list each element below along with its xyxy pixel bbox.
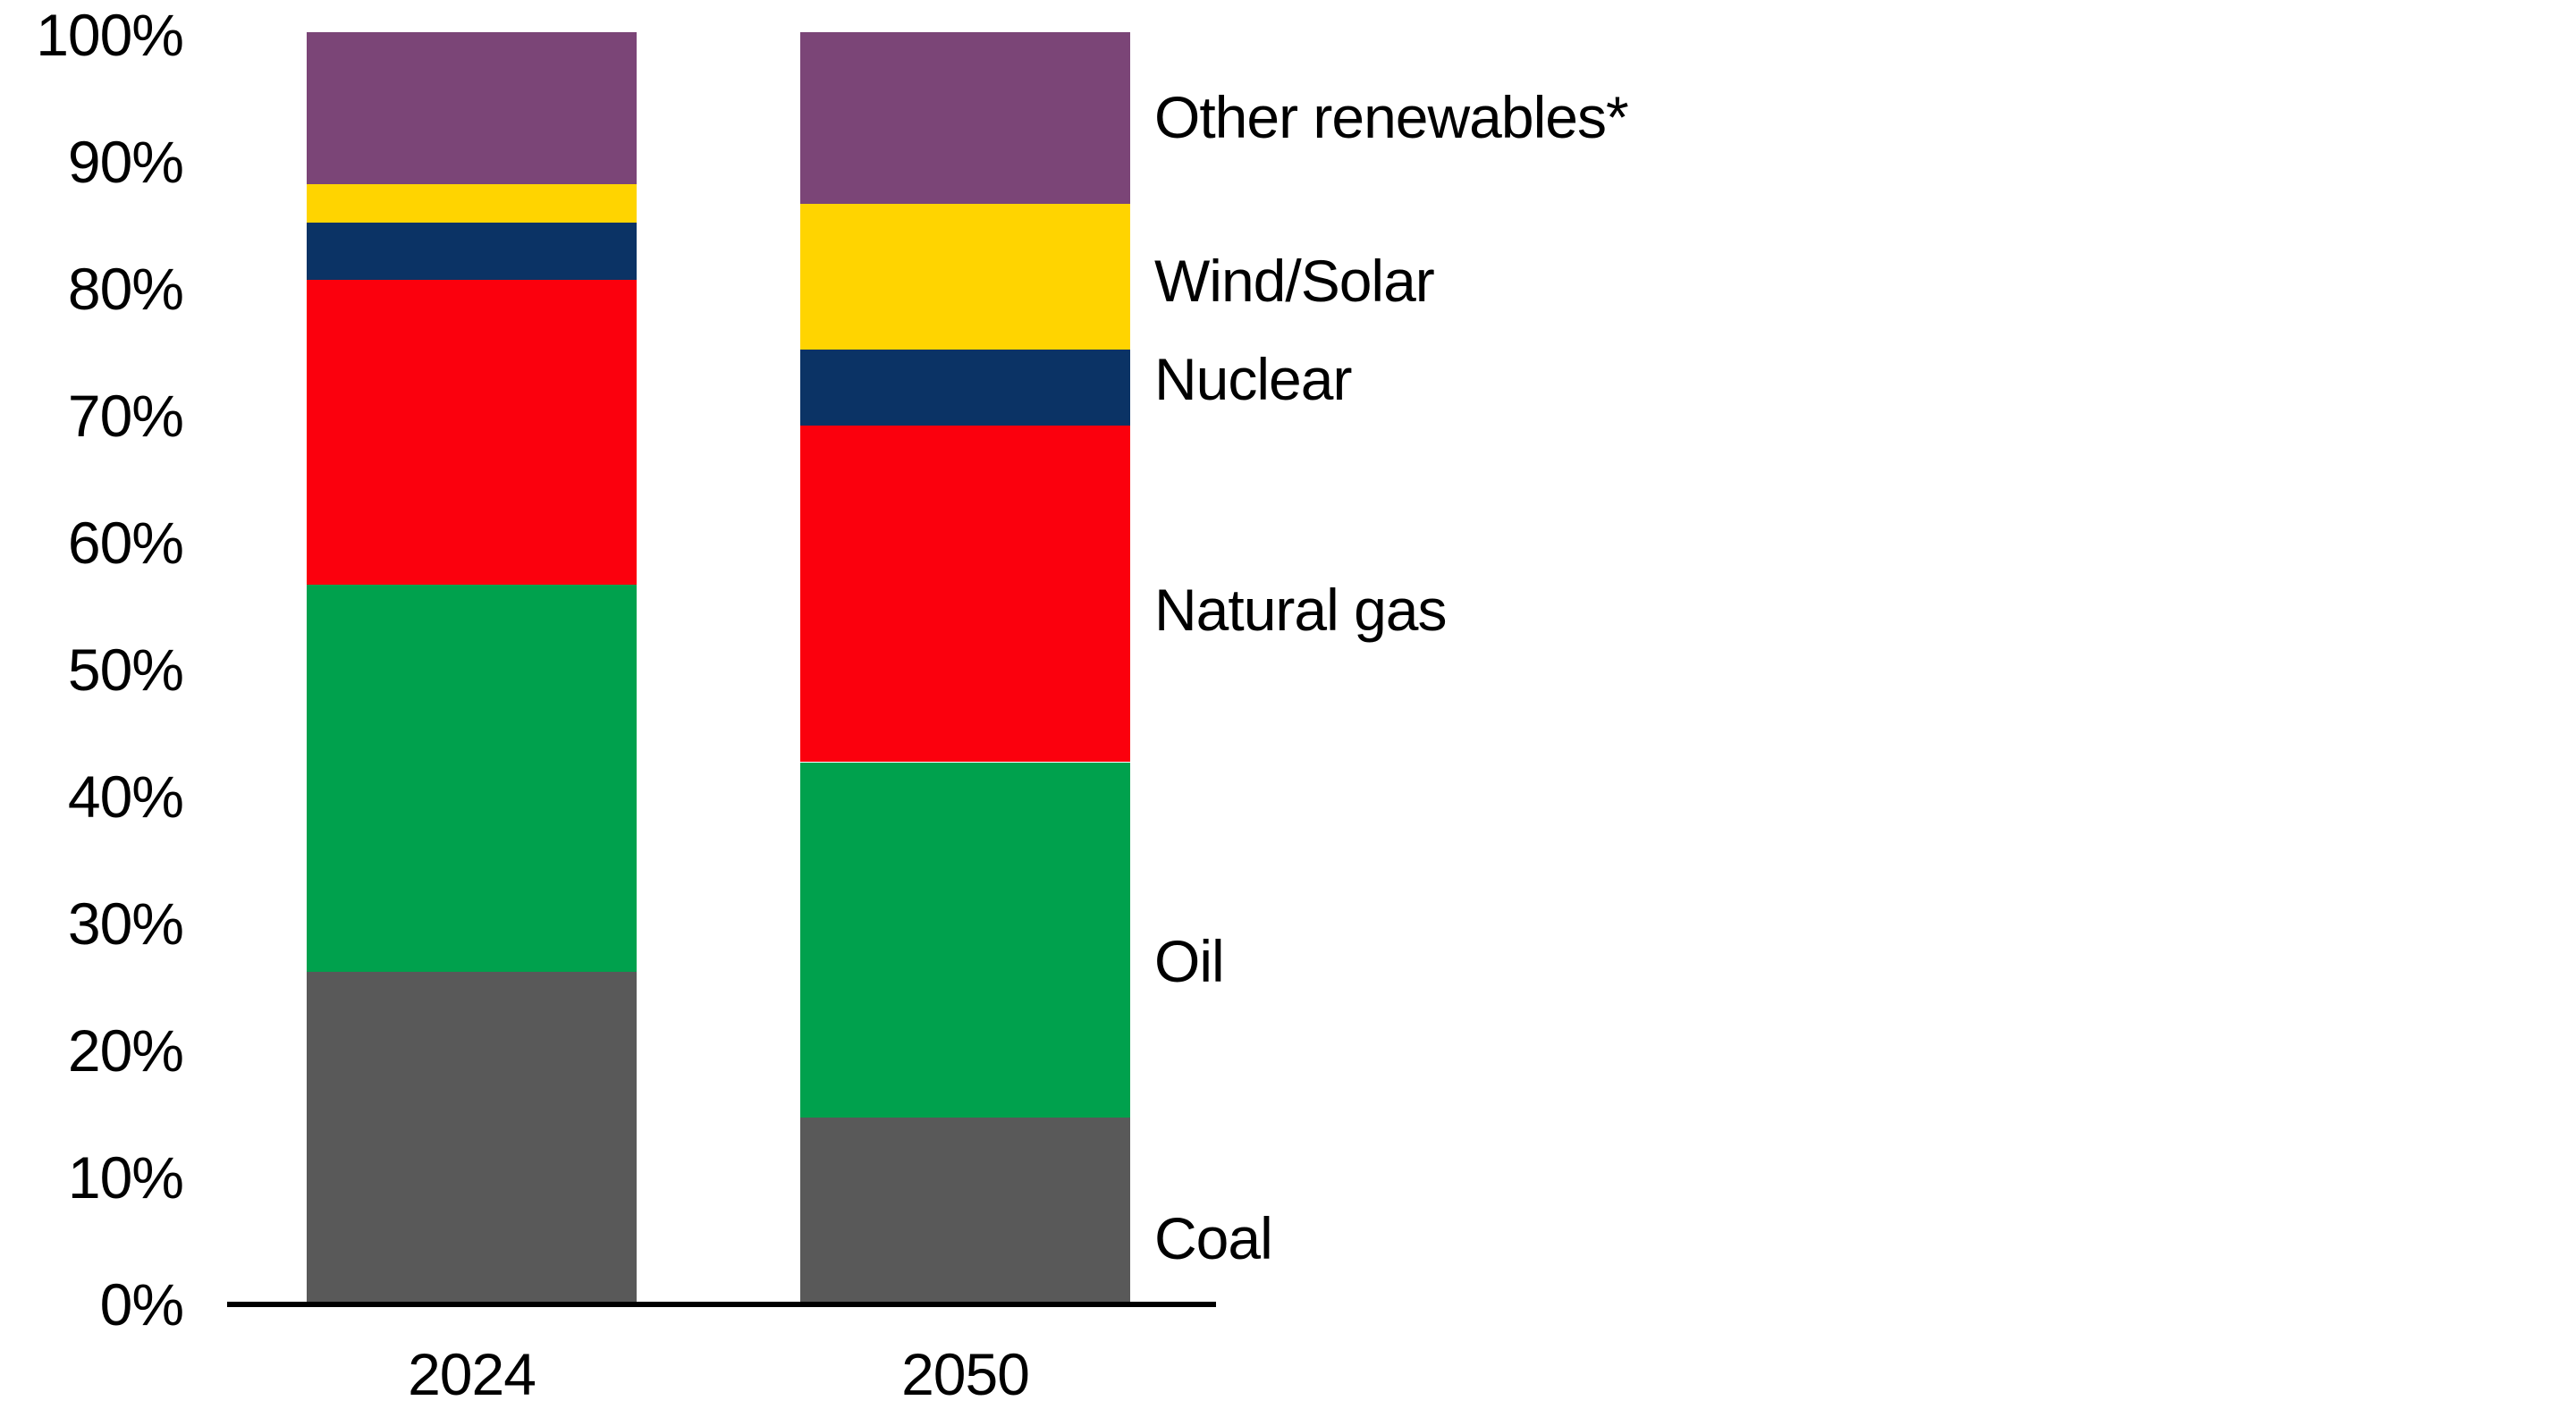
legend-label-natural-gas: Natural gas	[1154, 577, 1448, 644]
bar-2050-segment-coal	[800, 1118, 1130, 1302]
y-tick-label-20: 20%	[67, 1017, 184, 1084]
legend-label-coal: Coal	[1154, 1205, 1273, 1271]
y-tick-label-80: 80%	[67, 256, 184, 322]
bar-2024-segment-other-renewables	[307, 32, 637, 185]
bar-2024-segment-natural-gas	[307, 279, 637, 585]
y-tick-label-70: 70%	[67, 383, 184, 449]
x-axis-label-2024: 2024	[408, 1341, 536, 1407]
bar-2024-segment-nuclear	[307, 223, 637, 280]
bar-2024-segment-coal	[307, 971, 637, 1302]
y-tick-label-30: 30%	[67, 890, 184, 957]
y-tick-label-60: 60%	[67, 510, 184, 576]
x-axis-label-2050: 2050	[901, 1341, 1030, 1407]
y-tick-label-10: 10%	[67, 1144, 184, 1211]
bar-2050-segment-nuclear	[800, 350, 1130, 426]
bar-2050-segment-oil	[800, 762, 1130, 1118]
x-axis-line	[227, 1302, 1216, 1307]
bar-2024-segment-oil	[307, 584, 637, 972]
y-tick-label-90: 90%	[67, 129, 184, 195]
legend-label-oil: Oil	[1154, 928, 1225, 995]
y-tick-label-0: 0%	[99, 1271, 184, 1337]
y-tick-label-50: 50%	[67, 637, 184, 703]
y-tick-label-40: 40%	[67, 764, 184, 830]
bar-2050-segment-wind-solar	[800, 203, 1130, 350]
y-tick-label-100: 100%	[36, 2, 184, 68]
bar-2024-segment-wind-solar	[307, 184, 637, 223]
bar-2050-segment-other-renewables	[800, 32, 1130, 204]
legend-label-nuclear: Nuclear	[1154, 345, 1352, 412]
legend-label-wind-solar: Wind/Solar	[1154, 248, 1435, 315]
bar-2050-segment-natural-gas	[800, 426, 1130, 763]
legend-label-other-renewables: Other renewables*	[1154, 84, 1629, 151]
